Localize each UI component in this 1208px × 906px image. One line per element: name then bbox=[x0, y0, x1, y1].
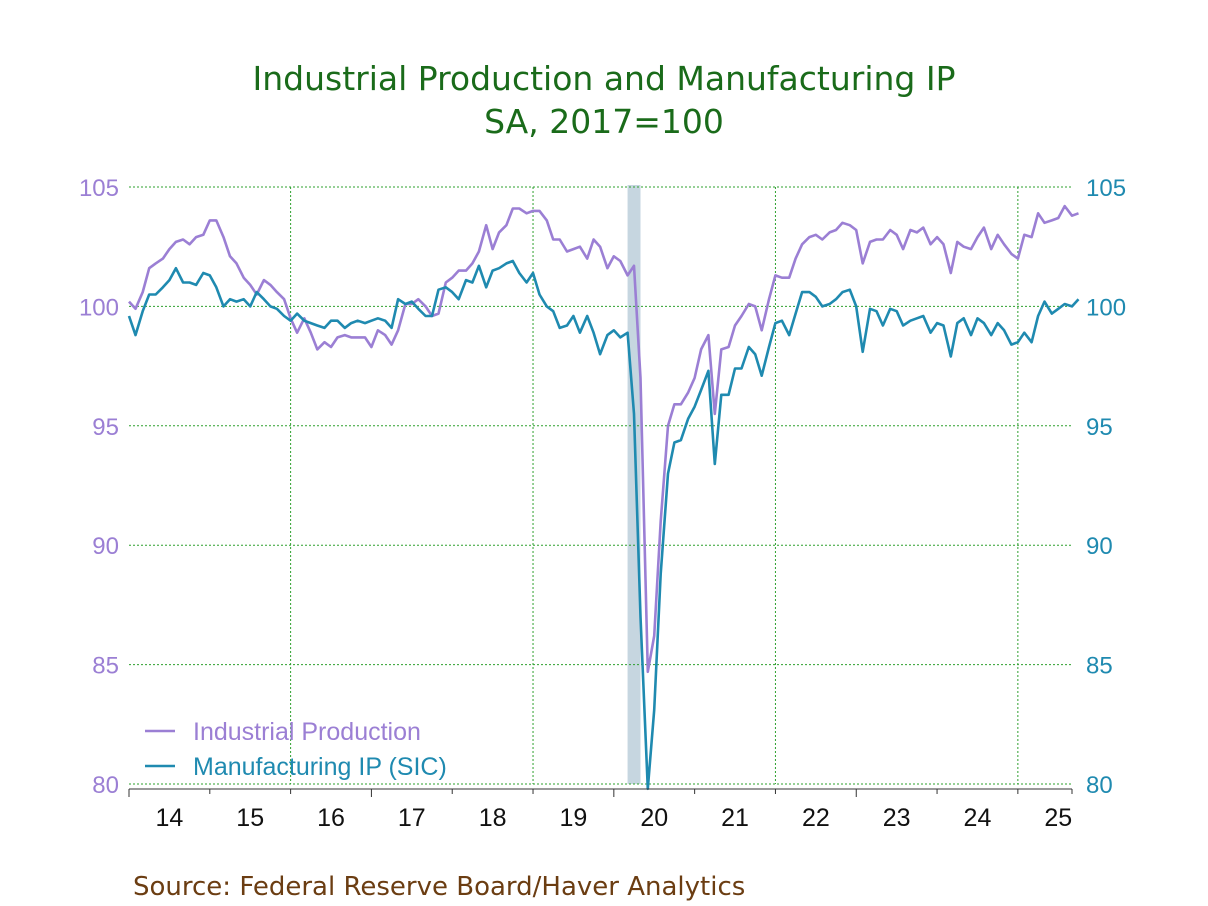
series-lines bbox=[127, 204, 1080, 791]
x-tick-label: 19 bbox=[560, 804, 588, 832]
y-tick-label-right: 85 bbox=[1086, 653, 1113, 680]
y-tick-label-left: 95 bbox=[92, 414, 119, 441]
x-tick-label: 22 bbox=[802, 804, 830, 832]
series-line-mfg bbox=[127, 259, 1080, 791]
x-tick-label: 20 bbox=[640, 804, 668, 832]
chart-title: Industrial Production and Manufacturing … bbox=[253, 59, 956, 98]
y-tick-label-left: 80 bbox=[92, 772, 119, 799]
x-tick-label: 16 bbox=[317, 804, 345, 832]
x-tick-label: 21 bbox=[721, 804, 749, 832]
y-tick-label-right: 100 bbox=[1086, 294, 1126, 321]
y-tick-label-left: 105 bbox=[79, 175, 119, 202]
y-tick-label-left: 100 bbox=[79, 294, 119, 321]
x-tick-label: 23 bbox=[883, 804, 911, 832]
y-tick-label-right: 95 bbox=[1086, 414, 1113, 441]
legend: Industrial Production Manufacturing IP (S… bbox=[145, 718, 447, 781]
series-line-ip bbox=[128, 204, 1079, 674]
y-tick-label-right: 90 bbox=[1086, 533, 1113, 560]
x-tick-label: 14 bbox=[155, 804, 183, 832]
chart-subtitle: SA, 2017=100 bbox=[484, 102, 724, 141]
axes: 80 80 85 85 90 90 95 95 100 100 105 105 14 15 16 17 18 19… bbox=[79, 175, 1126, 832]
x-tick-label: 25 bbox=[1044, 804, 1072, 832]
y-tick-label-right: 105 bbox=[1086, 175, 1126, 202]
chart-source: Source: Federal Reserve Board/Haver Anal… bbox=[133, 872, 745, 902]
legend-label-ip: Industrial Production bbox=[193, 718, 421, 746]
x-tick-label: 17 bbox=[398, 804, 426, 832]
y-tick-label-right: 80 bbox=[1086, 772, 1113, 799]
x-tick-label: 15 bbox=[236, 804, 264, 832]
x-tick-label: 18 bbox=[479, 804, 507, 832]
y-tick-label-left: 85 bbox=[92, 653, 119, 680]
grid-lines bbox=[129, 186, 1072, 785]
x-tick-label: 24 bbox=[964, 804, 992, 832]
y-tick-label-left: 90 bbox=[92, 533, 119, 560]
legend-label-mfg: Manufacturing IP (SIC) bbox=[193, 753, 447, 781]
